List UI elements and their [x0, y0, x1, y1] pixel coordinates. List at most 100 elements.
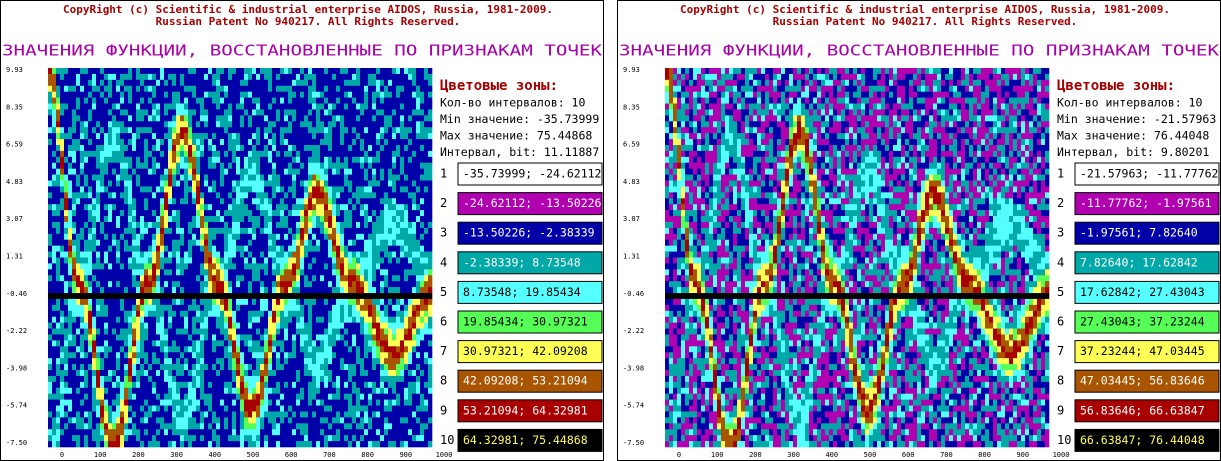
heat-cell — [92, 121, 96, 127]
heat-cell — [260, 329, 264, 335]
heat-cell — [308, 340, 312, 346]
heat-cell — [192, 145, 196, 151]
heat-cell — [388, 169, 392, 175]
heat-cell — [272, 228, 276, 234]
heat-cell — [156, 269, 160, 275]
heat-cell — [240, 74, 244, 80]
heat-cell — [392, 198, 396, 204]
heat-cell — [304, 133, 308, 139]
heat-cell — [396, 68, 400, 74]
heat-cell — [340, 98, 344, 104]
heat-cell — [252, 334, 256, 340]
heat-cell — [340, 68, 344, 74]
heat-cell — [116, 216, 120, 222]
heat-cell — [416, 246, 420, 252]
heat-cell — [360, 157, 364, 163]
heat-cell — [396, 246, 400, 252]
heat-cell — [408, 127, 412, 133]
heat-cell — [144, 228, 148, 234]
heat-cell — [264, 210, 268, 216]
heat-cell — [244, 115, 248, 121]
heat-cell — [144, 198, 148, 204]
heat-cell — [96, 198, 100, 204]
heat-cell — [428, 252, 432, 258]
heat-cell — [252, 305, 256, 311]
heat-cell — [180, 287, 184, 293]
heat-cell — [324, 192, 328, 198]
heat-cell — [304, 352, 308, 358]
heat-cell — [112, 151, 116, 157]
heat-cell — [324, 240, 328, 246]
heat-cell — [92, 109, 96, 115]
heat-cell — [388, 340, 392, 346]
heat-cell — [128, 86, 132, 92]
heat-cell — [68, 80, 72, 86]
heat-cell — [312, 216, 316, 222]
heat-cell — [424, 115, 428, 121]
heat-cell — [420, 311, 424, 317]
heat-cell — [184, 80, 188, 86]
heat-cell — [160, 275, 164, 281]
heat-cell — [84, 240, 88, 246]
heat-cell — [184, 163, 188, 169]
heat-cell — [88, 317, 92, 323]
heat-cell — [248, 275, 252, 281]
heat-cell — [72, 258, 76, 264]
heat-cell — [224, 68, 228, 74]
heat-cell — [384, 216, 388, 222]
heat-cell — [416, 275, 420, 281]
heat-cell — [288, 329, 292, 335]
heat-cell — [64, 169, 68, 175]
heat-cell — [408, 186, 412, 192]
heat-cell — [416, 269, 420, 275]
heat-cell — [60, 287, 64, 293]
heat-cell — [296, 210, 300, 216]
heat-cell — [228, 92, 232, 98]
heat-cell — [176, 133, 180, 139]
heat-cell — [60, 127, 64, 133]
heat-cell — [308, 210, 312, 216]
heat-cell — [216, 115, 220, 121]
heat-cell — [284, 317, 288, 323]
heat-cell — [156, 127, 160, 133]
heat-cell — [64, 80, 68, 86]
heat-cell — [88, 80, 92, 86]
heat-cell — [360, 234, 364, 240]
heat-cell — [364, 109, 368, 115]
heat-cell — [88, 329, 92, 335]
heat-cell — [356, 163, 360, 169]
heat-cell — [92, 80, 96, 86]
heat-cell — [56, 145, 60, 151]
heat-cell — [204, 334, 208, 340]
heat-cell — [412, 181, 416, 187]
heat-cell — [312, 157, 316, 163]
heat-cell — [176, 198, 180, 204]
heat-cell — [164, 204, 168, 210]
heat-cell — [352, 281, 356, 287]
heat-cell — [184, 352, 188, 358]
heat-cell — [300, 323, 304, 329]
heat-cell — [316, 287, 320, 293]
heat-cell — [264, 364, 268, 370]
heat-cell — [216, 329, 220, 335]
heat-cell — [424, 175, 428, 181]
heat-cell — [244, 275, 248, 281]
heat-cell — [64, 305, 68, 311]
heat-cell — [316, 109, 320, 115]
heat-cell — [60, 275, 64, 281]
heat-cell — [424, 74, 428, 80]
heat-cell — [404, 181, 408, 187]
heat-cell — [200, 68, 204, 74]
heat-cell — [308, 115, 312, 121]
heat-cell — [400, 252, 404, 258]
heat-cell — [260, 121, 264, 127]
heat-cell — [400, 234, 404, 240]
heat-cell — [316, 198, 320, 204]
heat-cell — [56, 258, 60, 264]
heat-cell — [80, 293, 84, 299]
heat-cell — [216, 109, 220, 115]
heat-cell — [216, 358, 220, 364]
heat-cell — [88, 240, 92, 246]
heat-cell — [332, 74, 336, 80]
heat-cell — [84, 305, 88, 311]
